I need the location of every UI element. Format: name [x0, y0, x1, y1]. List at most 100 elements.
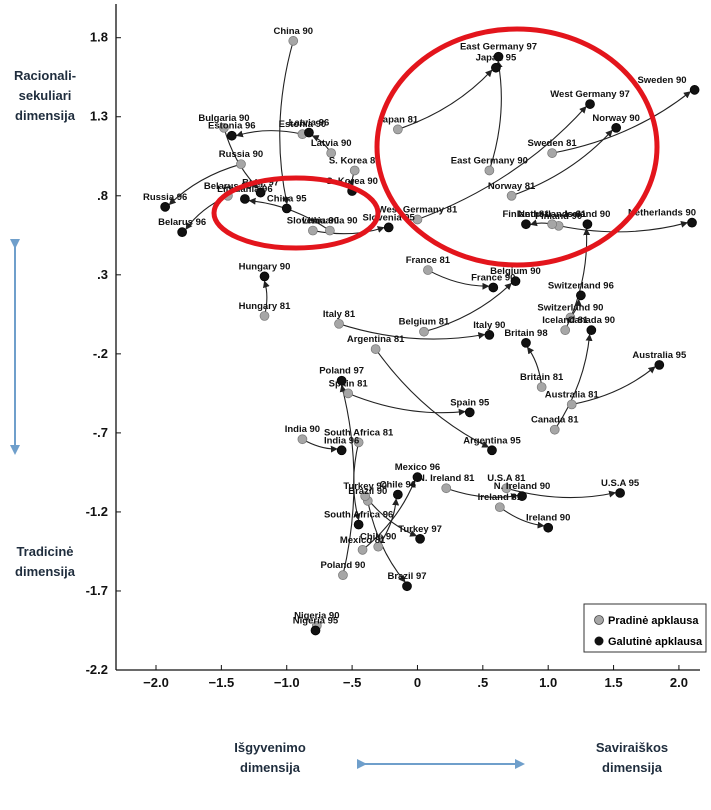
point-label-belgium-90: Belgium 90: [490, 266, 541, 277]
initial-point-bulgaria-90: [219, 122, 229, 133]
point-label-u-s-a-95: U.S.A 95: [601, 478, 640, 489]
initial-point-sweden-81: [547, 148, 557, 158]
initial-point-canada-81: [549, 424, 560, 435]
point-label-iceland-81: Iceland 81: [542, 315, 589, 326]
point-label-italy-90: Italy 90: [473, 320, 505, 331]
point-label-belarus-90: Belarus 90: [204, 181, 252, 192]
final-point-n-ireland-90: [517, 491, 527, 501]
point-label-estonia-96: Estonia 96: [208, 121, 256, 132]
initial-point-iceland-81: [560, 325, 571, 335]
trajectory-russia-96: [168, 163, 242, 206]
point-label-west-germany-81: West Germany 81: [378, 204, 458, 215]
final-point-slovenia-95: [383, 222, 394, 233]
final-point-sweden-90: [689, 85, 700, 95]
point-label-slovenia-90: Slovenia 90: [287, 216, 339, 227]
initial-point-italy-81: [334, 318, 344, 329]
point-label-france-81: France 81: [406, 255, 451, 266]
self-expression-label-line-1: Saviraiškos: [595, 740, 669, 755]
initial-point-belgium-81: [419, 326, 429, 337]
point-label-bulgaria-90: Bulgaria 90: [198, 113, 249, 124]
final-point-india-96: [336, 445, 347, 456]
point-label-nigeria-90: Nigeria 90: [294, 611, 339, 622]
point-label-argentina-95: Argentina 95: [463, 435, 521, 446]
x-tick-label: −1.0: [274, 675, 300, 690]
final-point-u-s-a-95: [615, 488, 625, 498]
initial-point-japan-81: [393, 124, 403, 135]
point-label-japan-95: Japan 95: [476, 53, 517, 64]
initial-point-slovenia-90: [308, 225, 318, 236]
trajectory-u-s-a-95: [506, 487, 617, 499]
survival-dimension-label: Išgyvenimo dimensija: [210, 738, 330, 778]
final-point-spain-95: [464, 407, 475, 418]
y-tick-label: 1.8: [90, 30, 108, 45]
final-point-east-germany-97: [493, 51, 504, 62]
point-label-mexico-81: Mexico 81: [340, 535, 386, 546]
initial-point-lithuania-90: [325, 225, 335, 236]
final-point-norway-90: [611, 122, 622, 133]
final-point-latvia-96: [304, 127, 314, 138]
point-label-poland-97: Poland 97: [319, 366, 364, 377]
side-arrows: [10, 239, 525, 769]
x-tick-label: −1.5: [209, 675, 235, 690]
x-tick-label: 2.0: [670, 675, 688, 690]
x-tick-label: 1.5: [605, 675, 623, 690]
survival-label-line-2: dimensija: [240, 760, 300, 775]
trajectory-south-africa-96: [353, 442, 361, 521]
point-label-spain-95: Spain 95: [450, 397, 490, 408]
x-tick-label: 0: [414, 675, 421, 690]
point-label-canada-81: Canada 81: [531, 415, 579, 426]
trajectory-slovenia-95: [312, 226, 385, 235]
final-point-poland-97: [336, 375, 347, 386]
point-label-australia-95: Australia 95: [632, 350, 687, 361]
final-point-turkey-97: [415, 533, 425, 544]
trajectory-italy-90: [338, 323, 486, 340]
top-label-line-3: dimensija: [15, 108, 75, 123]
point-label-norway-90: Norway 90: [592, 113, 640, 124]
trajectory-n-ireland-90: [446, 487, 519, 501]
final-point-iceland-90: [582, 219, 593, 230]
point-label-australia-81: Australia 81: [545, 389, 600, 400]
y-tick-label: -1.2: [86, 504, 108, 519]
bottom-dimension-label: Tradicinė dimensija: [2, 542, 88, 582]
point-label-argentina-81: Argentina 81: [347, 334, 405, 345]
trajectory-estonia-96: [235, 130, 303, 138]
trajectory-mexico-96: [362, 480, 416, 551]
point-label-east-germany-90: East Germany 90: [451, 155, 528, 166]
point-label-switzerland-90: Switzerland 90: [537, 302, 603, 313]
initial-point-turkey-90: [360, 491, 371, 501]
trajectory-canada-90: [554, 333, 593, 431]
initial-point-argentina-81: [370, 344, 381, 354]
point-label-chile-96: Chile 96: [380, 480, 416, 491]
highlight-circles: [211, 26, 660, 268]
final-point-france-90: [488, 282, 499, 293]
point-label-belarus-96: Belarus 96: [158, 217, 206, 228]
trajectory-australia-95: [571, 366, 656, 405]
final-point-belarus-96: [177, 227, 187, 237]
legend-final-label: Galutinė apklausa: [608, 636, 703, 648]
point-label-s-korea-90: S. Korea 90: [326, 176, 378, 187]
initial-point-spain-81: [343, 388, 354, 399]
initial-point-poland-90: [338, 570, 348, 581]
data-points: [160, 36, 700, 636]
self-expression-dimension-label: Saviraiškos dimensija: [572, 738, 692, 778]
final-point-britain-98: [521, 337, 531, 348]
point-label-n-ireland-90: N. Ireland 90: [494, 481, 551, 492]
point-label-russia-96: Russia 96: [143, 192, 187, 203]
point-label-u-s-a-81: U.S.A 81: [487, 473, 526, 484]
point-label-lithuania-90: Lithuania 90: [302, 216, 357, 227]
initial-point-ireland-81: [494, 502, 505, 513]
y-tick-label: -2.2: [86, 662, 108, 677]
initial-point-mexico-81: [357, 545, 368, 555]
top-dimension-label: Racionali- sekuliari dimensija: [2, 66, 88, 126]
point-label-netherlands-90: Netherlands 90: [628, 208, 696, 219]
final-point-nigeria-95: [310, 625, 321, 636]
final-point-switzerland-96: [576, 290, 586, 301]
initial-point-south-africa-81: [353, 437, 364, 448]
point-label-spain-81: Spain 81: [329, 378, 369, 389]
initial-point-chile-90: [373, 541, 384, 552]
final-point-belgium-90: [510, 276, 521, 286]
point-label-finland-90: Finland 90: [535, 211, 582, 222]
final-point-italy-90: [484, 330, 495, 340]
trajectory-japan-95: [397, 69, 493, 130]
trajectory-belgium-90: [423, 282, 512, 333]
